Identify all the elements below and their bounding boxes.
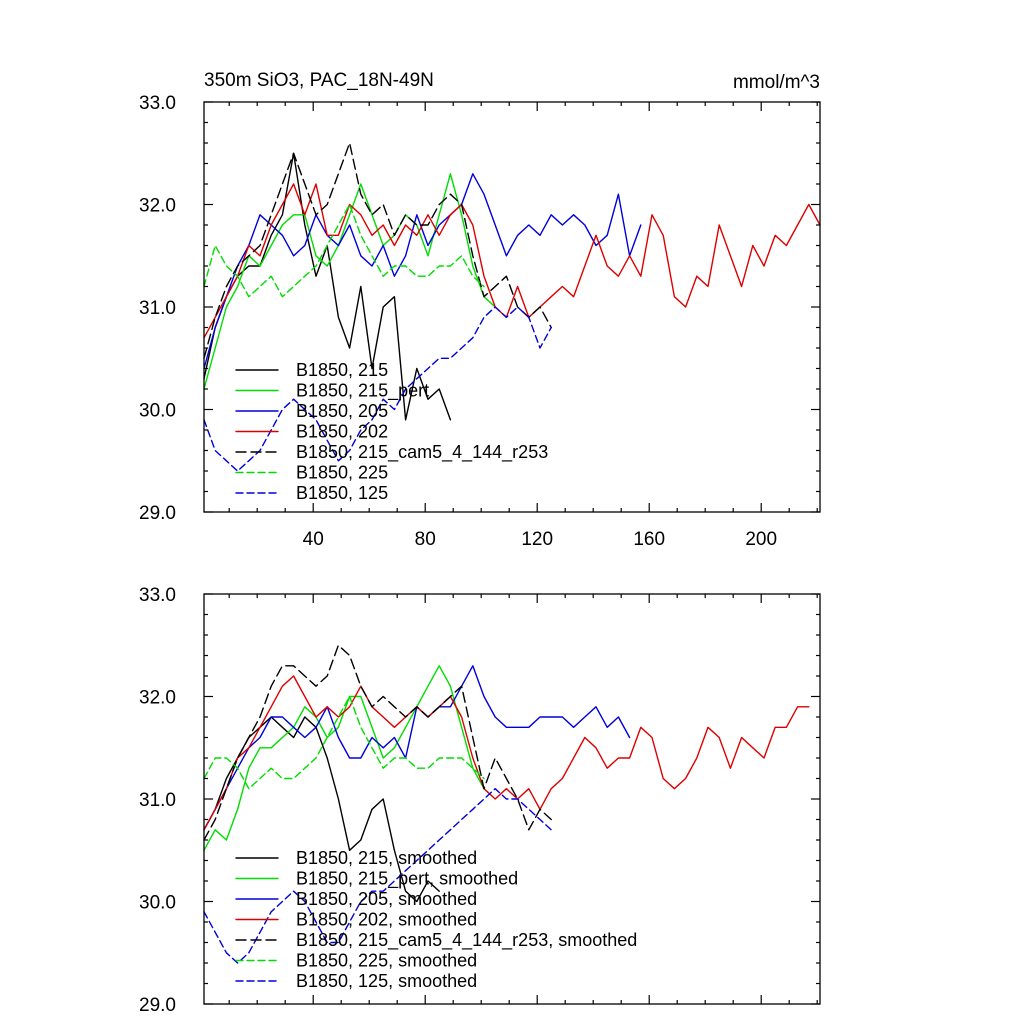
series-line-4 [203,183,821,339]
legend-label-1: B1850, 215, smoothed [296,848,477,868]
series-line-7 [203,788,552,964]
series-line-4 [203,675,810,831]
series-line-3 [203,173,642,370]
legend-label-3: B1850, 205 [296,401,388,421]
y-tick-label-4: 32.0 [139,196,176,217]
legend-label-7: B1850, 125, smoothed [296,971,477,991]
legend-label-7: B1850, 125 [296,483,388,503]
series-line-5 [203,142,552,359]
y-tick-label-1: 29.0 [139,995,176,1016]
series-line-7 [203,306,552,472]
top-ticks: 40 80 120 160 200 29.0 30.0 31.0 32.0 33.0 [139,93,820,550]
x-tick-label-2: 80 [415,529,436,550]
y-tick-label-3: 31.0 [139,298,176,319]
legend-label-5: B1850, 215_cam5_4_144_r253, smoothed [296,930,637,951]
y-tick-label-5: 33.0 [139,585,176,606]
top-series-layer [203,142,821,472]
top-panel-units: mmol/m^3 [733,72,820,93]
y-tick-label-3: 31.0 [139,790,176,811]
legend-label-2: B1850, 215_pert, smoothed [296,869,518,890]
legend-label-2: B1850, 215_pert [296,381,429,402]
legend-label-4: B1850, 202 [296,422,388,442]
y-tick-label-2: 30.0 [139,401,176,422]
legend-label-1: B1850, 215 [296,360,388,380]
legend-label-5: B1850, 215_cam5_4_144_r253 [296,442,548,463]
y-tick-label-5: 33.0 [139,93,176,114]
x-tick-label-4: 160 [633,529,665,550]
y-tick-label-4: 32.0 [139,688,176,709]
series-line-6 [203,203,485,298]
series-line-6 [203,695,485,790]
x-tick-label-3: 120 [521,529,553,550]
bottom-ticks: 29.0 30.0 31.0 32.0 33.0 [139,585,820,1016]
legend-label-4: B1850, 202, smoothed [296,910,477,930]
legend-label-3: B1850, 205, smoothed [296,889,477,909]
y-tick-label-1: 29.0 [139,503,176,524]
legend-label-6: B1850, 225, smoothed [296,951,477,971]
x-tick-label-5: 200 [745,529,777,550]
top-panel: 350m SiO3, PAC_18N-49N mmol/m^3 B1850, 2… [139,70,821,550]
bottom-series-layer [203,644,810,964]
series-line-5 [203,644,552,841]
series-line-2 [203,173,496,390]
legend-label-6: B1850, 225 [296,463,388,483]
y-tick-label-2: 30.0 [139,893,176,914]
top-panel-title: 350m SiO3, PAC_18N-49N [204,70,434,91]
x-tick-label-1: 40 [303,529,324,550]
